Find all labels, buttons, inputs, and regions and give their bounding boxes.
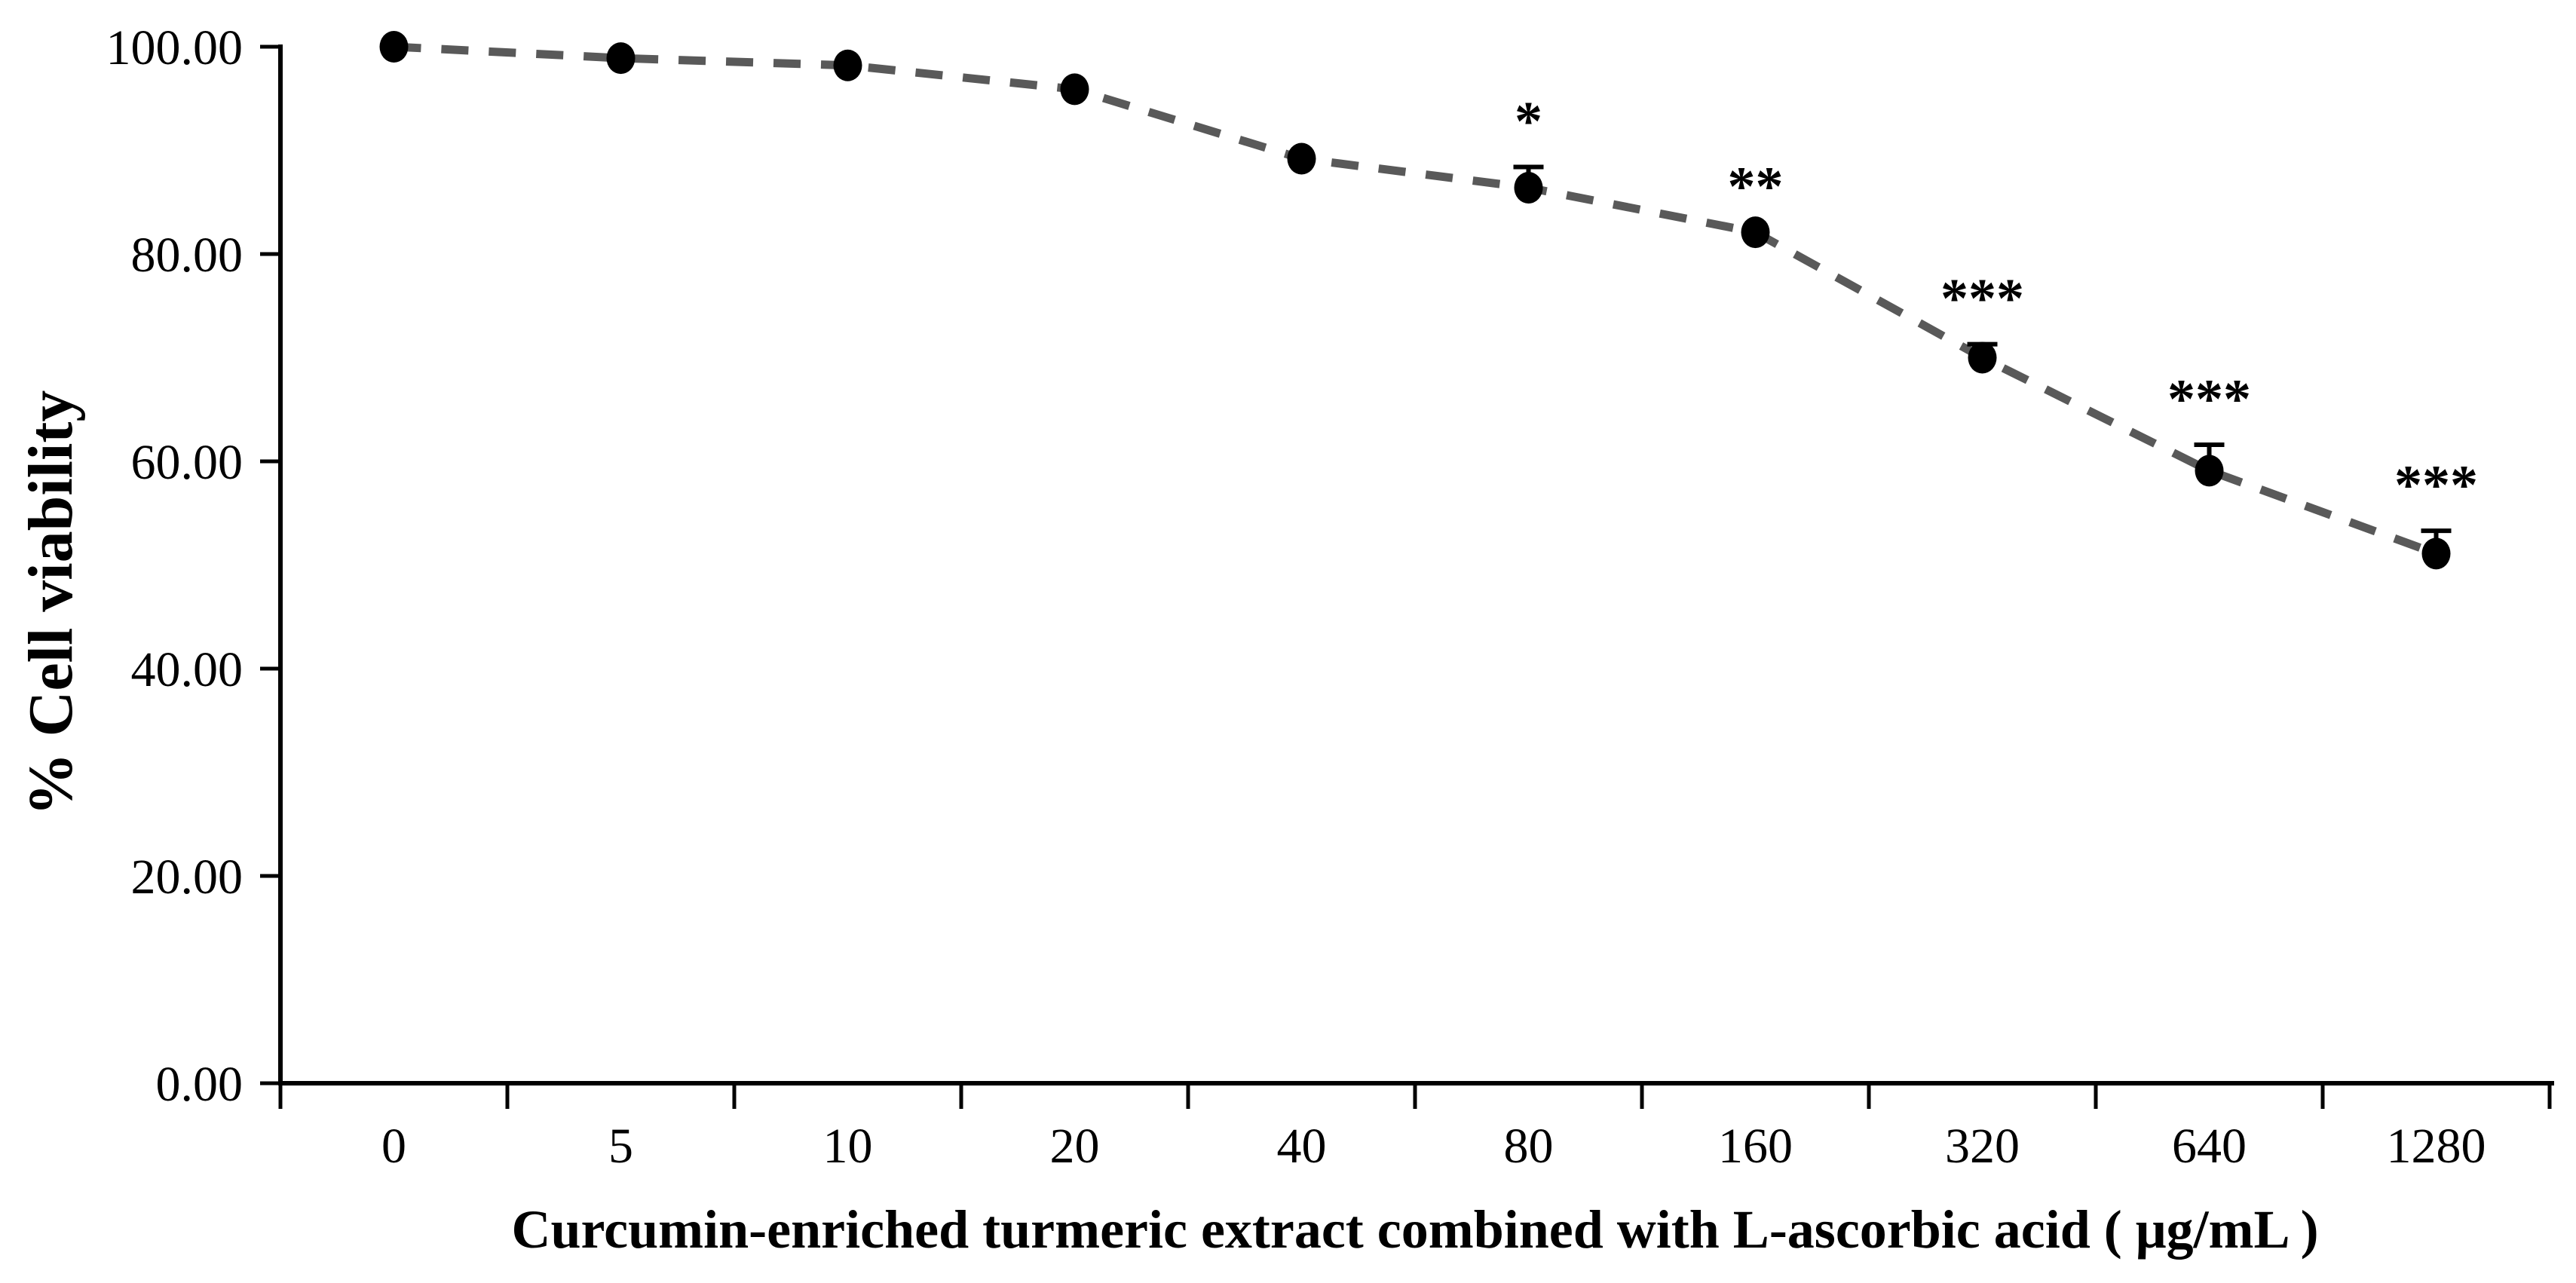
y-tick-label: 100.00 [106,20,244,75]
data-point-marker [1968,341,1997,374]
x-tick-label: 80 [1504,1119,1554,1174]
y-tick-label: 40.00 [131,642,244,697]
significance-label: *** [1940,268,2024,330]
y-tick-label: 0.00 [156,1057,244,1112]
series-line [394,42,2438,558]
x-tick-label: 20 [1050,1119,1100,1174]
data-point-marker [606,42,636,75]
x-tick-label: 640 [2172,1119,2247,1174]
y-tick-label: 60.00 [131,435,244,490]
x-tick-label: 0 [381,1119,406,1174]
x-axis-title: Curcumin-enriched turmeric extract combi… [511,1199,2318,1260]
data-point-marker [1060,73,1089,106]
x-tick-label: 5 [608,1119,633,1174]
x-tick-label: 1280 [2387,1119,2486,1174]
data-point-marker [1514,172,1543,204]
significance-label: * [1515,91,1542,153]
x-tick-label: 40 [1277,1119,1327,1174]
data-point-marker [2421,537,2451,570]
data-point-marker [1287,142,1316,175]
significance-label: *** [2394,455,2478,516]
significance-label: ** [1728,156,1784,218]
y-tick-label: 80.00 [131,228,244,283]
data-point-marker [1741,216,1770,249]
x-tick-label: 160 [1718,1119,1793,1174]
significance-label: *** [2167,369,2251,430]
x-tick-label: 320 [1945,1119,2020,1174]
y-axis-title: % Cell viability [16,390,86,816]
data-point-marker [833,49,862,81]
x-tick-label: 10 [823,1119,873,1174]
data-point-marker [379,31,409,63]
data-point-marker [2195,455,2224,487]
y-tick-label: 20.00 [131,850,244,905]
